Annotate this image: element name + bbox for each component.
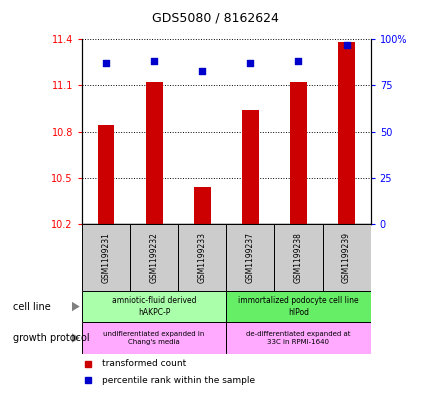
FancyBboxPatch shape [82,322,226,354]
Text: GSM1199231: GSM1199231 [101,232,110,283]
Text: GDS5080 / 8162624: GDS5080 / 8162624 [152,12,278,25]
Text: growth protocol: growth protocol [13,333,89,343]
Bar [97,125,114,224]
FancyBboxPatch shape [274,224,322,291]
Point [294,58,301,64]
Point [342,42,349,48]
Text: GSM1199232: GSM1199232 [149,232,158,283]
Bar [241,110,258,224]
Bar [338,42,354,224]
Bar [194,187,210,224]
FancyBboxPatch shape [226,322,370,354]
Point [150,58,157,64]
Point [102,60,109,66]
FancyBboxPatch shape [130,224,178,291]
Bar [289,83,306,224]
Polygon shape [72,333,80,343]
Text: de-differentiated expanded at
33C in RPMI-1640: de-differentiated expanded at 33C in RPM… [246,331,350,345]
Text: GSM1199238: GSM1199238 [293,232,302,283]
Text: GSM1199233: GSM1199233 [197,232,206,283]
Text: undiflerentiated expanded in
Chang's media: undiflerentiated expanded in Chang's med… [103,331,204,345]
Polygon shape [72,302,80,311]
Text: amniotic-fluid derived
hAKPC-P: amniotic-fluid derived hAKPC-P [111,296,196,317]
Text: GSM1199237: GSM1199237 [245,232,254,283]
FancyBboxPatch shape [226,291,370,322]
Text: percentile rank within the sample: percentile rank within the sample [102,376,255,385]
FancyBboxPatch shape [322,224,370,291]
Point [198,68,205,74]
Bar [145,83,162,224]
Text: GSM1199239: GSM1199239 [341,232,350,283]
Point [246,60,253,66]
FancyBboxPatch shape [226,224,274,291]
FancyBboxPatch shape [82,291,226,322]
Text: transformed count: transformed count [102,359,186,368]
Text: cell line: cell line [13,301,51,312]
Text: immortalized podocyte cell line
hIPod: immortalized podocyte cell line hIPod [238,296,358,317]
FancyBboxPatch shape [178,224,226,291]
FancyBboxPatch shape [82,224,130,291]
